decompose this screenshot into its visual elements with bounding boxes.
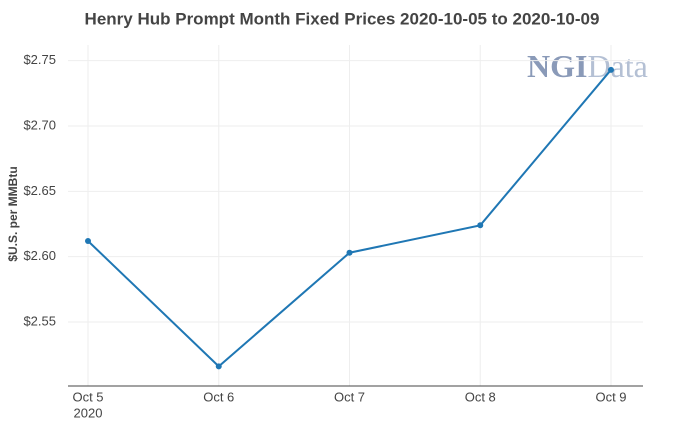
point — [477, 222, 484, 229]
point — [85, 237, 91, 244]
x-tick-label: Oct 8 — [465, 389, 496, 404]
x-year-label: 2020 — [74, 405, 103, 420]
watermark-part: NGI — [527, 48, 587, 84]
x-tick-label: Oct 7 — [334, 389, 365, 404]
chart-title: Henry Hub Prompt Month Fixed Prices 2020… — [85, 9, 600, 28]
y-tick-label: $2.55 — [23, 313, 56, 328]
point — [346, 249, 353, 256]
y-tick-label: $2.75 — [23, 52, 56, 67]
y-tick-label: $2.65 — [23, 183, 56, 198]
y-tick-label: $2.70 — [23, 117, 56, 132]
x-tick-label: Oct 5 — [72, 389, 103, 404]
x-tick-label: Oct 9 — [595, 389, 626, 404]
watermark-part: Data — [587, 48, 647, 84]
point — [215, 363, 222, 370]
watermark: NGIData — [527, 48, 648, 84]
x-tick-label: Oct 6 — [203, 389, 234, 404]
y-axis-title: $U.S. per MMBtu — [6, 166, 20, 261]
point — [608, 66, 614, 73]
y-tick-label: $2.60 — [23, 248, 56, 263]
